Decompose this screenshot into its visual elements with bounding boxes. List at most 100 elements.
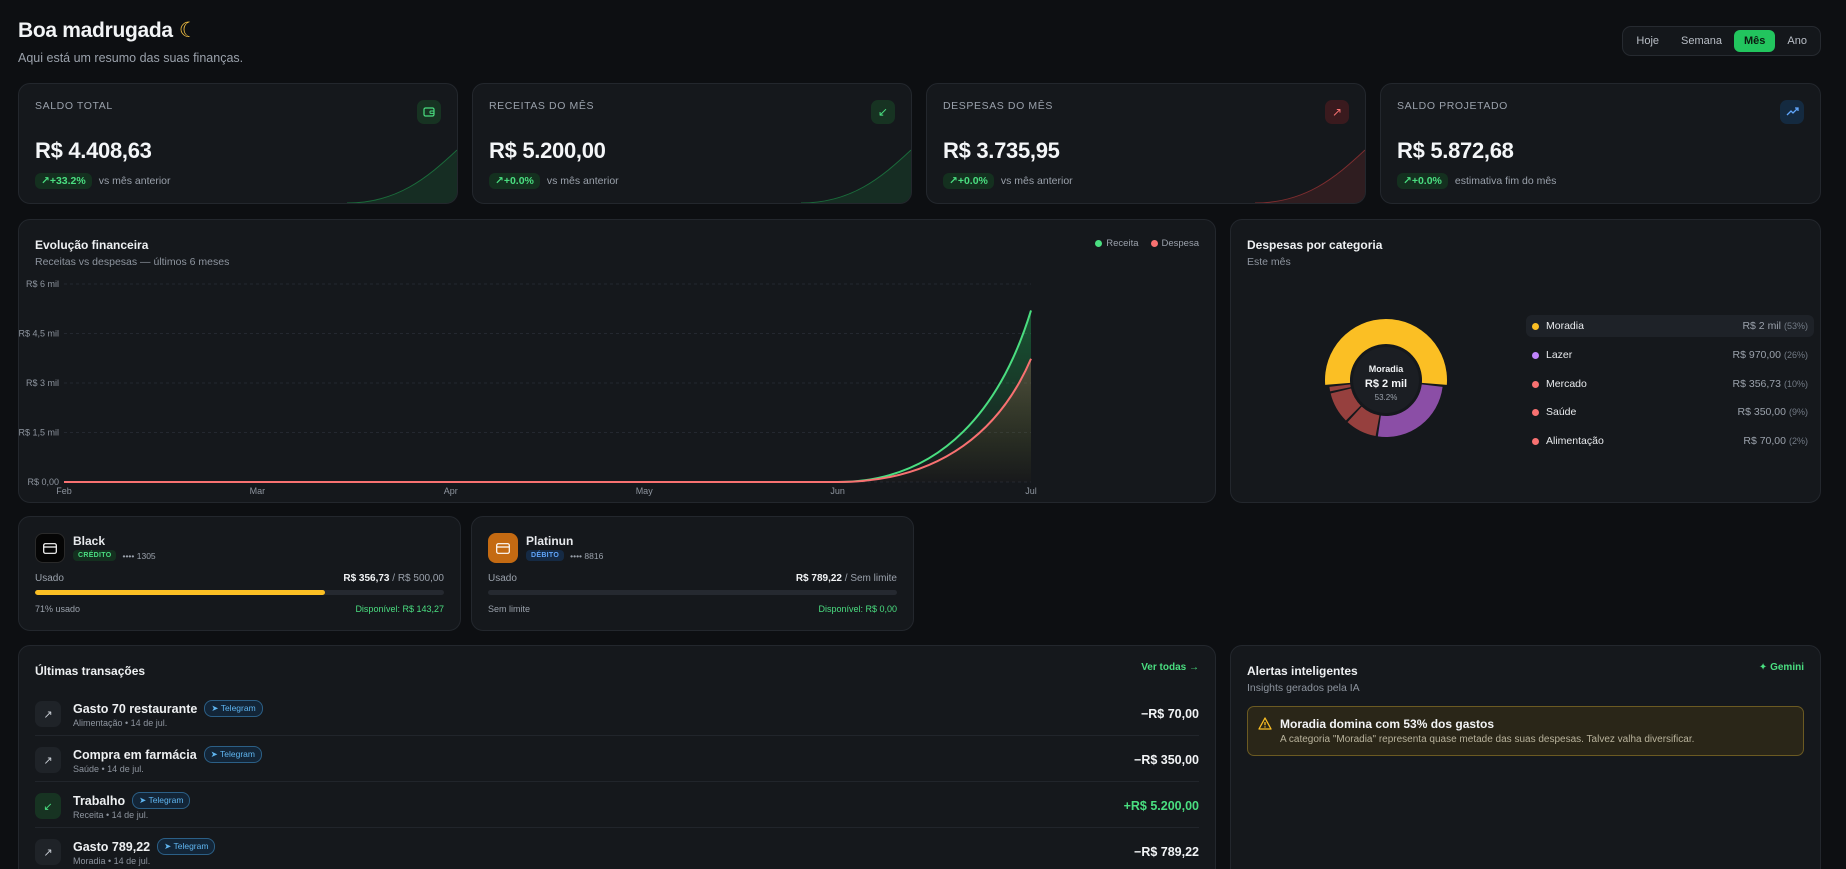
category-row[interactable]: Mercado R$ 356,73 (10%): [1526, 373, 1814, 395]
evolution-chart-card: Evolução financeira Receitas vs despesas…: [18, 219, 1216, 503]
transaction-row[interactable]: ↗ Gasto 70 restaurante ➤ Telegram Aliment…: [35, 694, 1199, 734]
view-all-link[interactable]: Ver todas →: [1141, 662, 1199, 673]
period-year-button[interactable]: Ano: [1777, 30, 1817, 52]
kpi-sparkline: [347, 149, 457, 203]
transaction-row[interactable]: ↙ Trabalho ➤ Telegram Receita • 14 de jul…: [35, 786, 1199, 826]
trending-up-icon: [1780, 100, 1804, 124]
telegram-badge: ➤ Telegram: [157, 838, 216, 855]
moon-icon: ☾: [178, 19, 198, 42]
chart-legend: Receita Despesa: [1095, 238, 1199, 249]
kpi-value: R$ 3.735,95: [943, 138, 1060, 163]
arrow-down-left-icon: ↙: [871, 100, 895, 124]
greeting-text: Boa madrugada: [18, 19, 173, 42]
kpi-label: SALDO TOTAL: [35, 100, 113, 112]
greeting-title: Boa madrugada ☾: [18, 18, 243, 43]
transaction-meta: Alimentação • 14 de jul.: [73, 718, 168, 728]
x-tick-label: Jul: [1025, 486, 1037, 496]
alert-text: A categoria "Moradia" representa quase m…: [1280, 734, 1695, 745]
alerts-card: Alertas inteligentes Insights gerados pe…: [1230, 645, 1821, 869]
kpi-note: estimativa fim do mês: [1454, 175, 1557, 187]
usage-progress-bar: [35, 590, 444, 595]
usage-label: Usado: [488, 573, 517, 584]
category-subtitle: Este mês: [1247, 256, 1291, 268]
kpi-sparkline: [801, 149, 911, 203]
category-name: Alimentação: [1546, 435, 1604, 447]
donut-slice-4[interactable]: [1329, 384, 1351, 392]
kpi-value: R$ 4.408,63: [35, 138, 152, 163]
donut-slice-3[interactable]: [1330, 388, 1361, 421]
kpi-label: DESPESAS DO MÊS: [943, 100, 1053, 112]
transaction-meta: Saúde • 14 de jul.: [73, 764, 144, 774]
kpi-card-income: RECEITAS DO MÊS ↙ R$ 5.200,00 ↗+0.0% vs …: [472, 83, 912, 204]
card-number: •••• 1305: [122, 550, 156, 561]
arrow-up-right-icon: ↗: [35, 839, 61, 865]
donut-slice-0[interactable]: [1325, 318, 1447, 385]
evolution-title: Evolução financeira: [35, 238, 149, 252]
wallet-icon: [417, 100, 441, 124]
kpi-sparkline: [1255, 149, 1365, 203]
card-meta: CRÉDITO •••• 1305: [73, 550, 156, 561]
credit-card-platinun[interactable]: Platinun DÉBITO •••• 8816 Usado R$ 789,2…: [471, 516, 914, 631]
transaction-amount: −R$ 789,22: [1134, 845, 1199, 859]
kpi-footer: ↗+0.0% estimativa fim do mês: [1397, 173, 1556, 189]
legend-item-receita[interactable]: Receita: [1095, 238, 1139, 249]
divider: [35, 781, 1199, 782]
kpi-value: R$ 5.872,68: [1397, 138, 1514, 163]
series-line-despesa: [64, 358, 1032, 483]
transaction-row[interactable]: ↗ Gasto 789,22 ➤ Telegram Moradia • 14 de…: [35, 832, 1199, 869]
usage-value: R$ 789,22 / Sem limite: [795, 573, 897, 584]
alerts-title: Alertas inteligentes: [1247, 664, 1358, 678]
category-pct: (2%): [1788, 436, 1808, 446]
sparkles-icon: ✦: [1758, 662, 1768, 673]
category-row[interactable]: Alimentação R$ 70,00 (2%): [1526, 430, 1814, 452]
legend-item-despesa[interactable]: Despesa: [1150, 238, 1199, 249]
category-card: Despesas por categoria Este mês Moradia …: [1230, 219, 1821, 503]
telegram-badge: ➤ Telegram: [132, 792, 191, 809]
gemini-badge[interactable]: ✦ Gemini: [1758, 662, 1804, 673]
credit-card-black[interactable]: Black CRÉDITO •••• 1305 Usado R$ 356,73 …: [18, 516, 461, 631]
transaction-title: Gasto 789,22 ➤ Telegram: [73, 838, 216, 855]
kpi-change-badge: ↗+0.0%: [1397, 173, 1448, 189]
card-name: Platinun: [526, 534, 574, 548]
period-today-button[interactable]: Hoje: [1626, 30, 1669, 52]
series-area-receita: [64, 310, 1031, 482]
period-month-button[interactable]: Mês: [1734, 30, 1776, 52]
period-week-button[interactable]: Semana: [1671, 30, 1732, 52]
kpi-card-projected: SALDO PROJETADO R$ 5.872,68 ↗+0.0% estim…: [1380, 83, 1821, 204]
card-meta: DÉBITO •••• 8816: [526, 550, 603, 561]
greeting-subtitle: Aqui está um resumo das suas finanças.: [18, 51, 244, 65]
transaction-title: Trabalho ➤ Telegram: [73, 792, 191, 809]
transaction-meta: Moradia • 14 de jul.: [73, 856, 151, 866]
category-pct: (9%): [1788, 407, 1808, 417]
transaction-amount: +R$ 5.200,00: [1123, 799, 1199, 813]
kpi-change-badge: ↗+33.2%: [35, 173, 92, 189]
category-name: Lazer: [1546, 349, 1573, 361]
transaction-amount: −R$ 350,00: [1134, 753, 1199, 767]
alert-title: Moradia domina com 53% dos gastos: [1280, 717, 1495, 731]
donut-slice-1[interactable]: [1377, 384, 1443, 437]
card-availability-row: Sem limite Disponível: R$ 0,00: [488, 604, 897, 614]
arrow-up-right-icon: ↗: [35, 747, 61, 773]
category-title: Despesas por categoria: [1247, 238, 1383, 252]
category-dot: [1532, 351, 1539, 359]
telegram-badge: ➤ Telegram: [203, 746, 262, 763]
period-selector: Hoje Semana Mês Ano: [1622, 26, 1821, 56]
usage-percent: Sem limite: [488, 604, 531, 614]
category-row[interactable]: Lazer R$ 970,00 (26%): [1526, 344, 1814, 366]
donut-slice-2[interactable]: [1347, 406, 1380, 437]
x-tick-label: Apr: [444, 486, 458, 496]
donut-center-name: Moradia: [1369, 364, 1405, 374]
category-row[interactable]: Moradia R$ 2 mil (53%): [1526, 315, 1814, 337]
category-value: R$ 970,00: [1732, 349, 1781, 361]
series-area-despesa: [64, 358, 1031, 482]
kpi-note: vs mês anterior: [98, 175, 171, 187]
donut-center-value: R$ 2 mil: [1365, 378, 1407, 390]
category-dot: [1532, 408, 1539, 416]
category-name: Mercado: [1546, 378, 1587, 390]
card-availability-row: 71% usado Disponível: R$ 143,27: [35, 604, 444, 614]
alert-item[interactable]: Moradia domina com 53% dos gastos A cate…: [1247, 706, 1804, 756]
usage-percent: 71% usado: [35, 604, 81, 614]
transaction-row[interactable]: ↗ Compra em farmácia ➤ Telegram Saúde • 1…: [35, 740, 1199, 780]
category-row[interactable]: Saúde R$ 350,00 (9%): [1526, 401, 1814, 423]
usage-label: Usado: [35, 573, 64, 584]
